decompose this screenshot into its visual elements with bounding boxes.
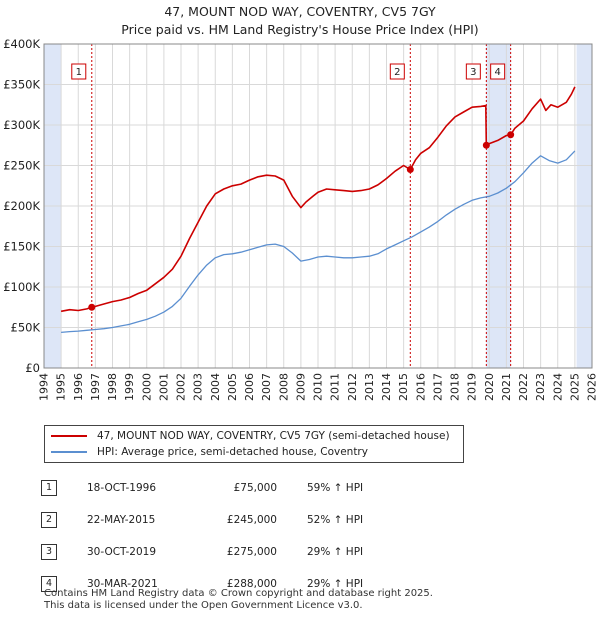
legend-label-hpi: HPI: Average price, semi-detached house,… [97, 446, 368, 458]
table-row: 2 22-MAY-2015 £245,000 52% ↑ HPI [41, 504, 427, 536]
transactions-table: 1 18-OCT-1996 £75,000 59% ↑ HPI 2 22-MAY… [41, 472, 427, 600]
x-tick-label: 2005 [226, 373, 239, 401]
transaction-date: 30-OCT-2019 [87, 546, 156, 558]
transaction-label-box [71, 63, 87, 80]
grid-lines [43, 43, 593, 369]
x-tick-label: 2014 [380, 373, 393, 401]
y-tick-label: £150K [3, 240, 40, 254]
transaction-label: 2 [394, 67, 400, 78]
x-tick-label: 2026 [586, 373, 599, 401]
x-tick-label: 2008 [277, 373, 290, 401]
y-tick-label: £50K [11, 321, 41, 335]
table-row: 1 18-OCT-1996 £75,000 59% ↑ HPI [41, 472, 427, 504]
plot-frame [43, 43, 593, 369]
axes: £0 £50K £100K £150K £200K £250K £300K £350K £400… [3, 37, 598, 401]
legend-label-property: 47, MOUNT NOD WAY, COVENTRY, CV5 7GY (se… [97, 430, 450, 442]
transaction-label-box [465, 63, 481, 80]
legend: 47, MOUNT NOD WAY, COVENTRY, CV5 7GY (se… [44, 425, 464, 463]
transaction-label-box [389, 63, 405, 80]
y-tick-label: £400K [3, 37, 40, 51]
footer: Contains HM Land Registry data © Crown c… [44, 588, 433, 612]
transaction-price: £245,000 [226, 514, 277, 526]
x-tick-label: 2011 [329, 373, 342, 401]
chart-subtitle: Price paid vs. HM Land Registry's House … [121, 22, 479, 37]
x-tick-label: 1995 [55, 373, 68, 401]
y-tick-label: £250K [3, 159, 40, 173]
series-line-hpi [61, 150, 576, 334]
y-tick-label: £100K [3, 280, 40, 294]
transaction-point [88, 303, 96, 311]
legend-swatch-property [51, 435, 87, 437]
x-tick-label: 1998 [106, 373, 119, 401]
x-tick-label: 2015 [397, 373, 410, 401]
x-tick-label: 2004 [209, 373, 222, 401]
transaction-points [88, 131, 515, 311]
transaction-number: 1 [41, 480, 57, 496]
x-tick-label: 2012 [346, 373, 359, 401]
y-tick-label: £350K [3, 78, 40, 92]
table-row: 3 30-OCT-2019 £275,000 29% ↑ HPI [41, 536, 427, 568]
x-tick-label: 2021 [500, 373, 513, 401]
footer-line-1: Contains HM Land Registry data © Crown c… [44, 588, 433, 599]
legend-item-hpi: HPI: Average price, semi-detached house,… [51, 444, 368, 460]
transaction-number: 4 [41, 576, 57, 592]
transaction-label: 4 [494, 67, 500, 78]
x-tick-label: 2009 [294, 373, 307, 401]
transaction-labels: 1 2 3 4 [71, 63, 506, 80]
transaction-label: 3 [470, 67, 476, 78]
x-tick-label: 2003 [192, 373, 205, 401]
transaction-point [482, 141, 490, 149]
series-lines [60, 86, 576, 334]
x-tick-label: 2024 [551, 373, 564, 401]
transaction-date: 30-MAR-2021 [87, 578, 158, 590]
x-tick-label: 2001 [157, 373, 170, 401]
y-tick-label: £200K [3, 199, 40, 213]
transaction-label: 1 [76, 67, 82, 78]
x-tick-label: 2016 [414, 373, 427, 401]
x-tick-label: 2025 [568, 373, 581, 401]
transaction-point [507, 131, 515, 139]
transaction-price: £288,000 [226, 578, 277, 590]
table-row: 4 30-MAR-2021 £288,000 29% ↑ HPI [41, 568, 427, 600]
transaction-number: 2 [41, 512, 57, 528]
x-tick-label: 2017 [431, 373, 444, 401]
x-tick-label: 2000 [140, 373, 153, 401]
x-tick-label: 1997 [89, 373, 102, 401]
x-tick-label: 2020 [483, 373, 496, 401]
transaction-label-box [490, 63, 506, 80]
price-chart: 1 2 3 4 £0 £50K £100K £150K £200K £250K £300K £350… [3, 37, 598, 401]
legend-item-property: 47, MOUNT NOD WAY, COVENTRY, CV5 7GY (se… [51, 428, 450, 444]
transaction-hpi: 59% ↑ HPI [307, 482, 364, 494]
x-tick-label: 2013 [363, 373, 376, 401]
x-tick-label: 1999 [123, 373, 136, 401]
x-tick-label: 2023 [534, 373, 547, 401]
transaction-date: 18-OCT-1996 [87, 482, 156, 494]
y-tick-label: £0 [25, 361, 40, 375]
x-tick-label: 2018 [449, 373, 462, 401]
series-line-property [60, 86, 576, 313]
y-tick-label: £300K [3, 118, 40, 132]
x-tick-label: 2002 [175, 373, 188, 401]
x-tick-label: 1996 [72, 373, 85, 401]
x-tick-label: 2019 [466, 373, 479, 401]
x-tick-label: 2006 [243, 373, 256, 401]
transaction-markers [91, 44, 512, 368]
transaction-hpi: 29% ↑ HPI [307, 546, 364, 558]
chart-title: 47, MOUNT NOD WAY, COVENTRY, CV5 7GY [164, 4, 436, 19]
transaction-number: 3 [41, 544, 57, 560]
transaction-point [406, 166, 414, 174]
legend-swatch-hpi [51, 451, 87, 453]
transaction-hpi: 52% ↑ HPI [307, 514, 364, 526]
x-tick-label: 2010 [312, 373, 325, 401]
x-tick-label: 2007 [260, 373, 273, 401]
transaction-date: 22-MAY-2015 [87, 514, 156, 526]
footer-line-2: This data is licensed under the Open Gov… [44, 600, 363, 611]
transaction-price: £275,000 [226, 546, 277, 558]
x-tick-label: 1994 [38, 373, 51, 401]
transaction-price: £75,000 [233, 482, 277, 494]
transaction-hpi: 29% ↑ HPI [307, 578, 364, 590]
x-tick-label: 2022 [517, 373, 530, 401]
